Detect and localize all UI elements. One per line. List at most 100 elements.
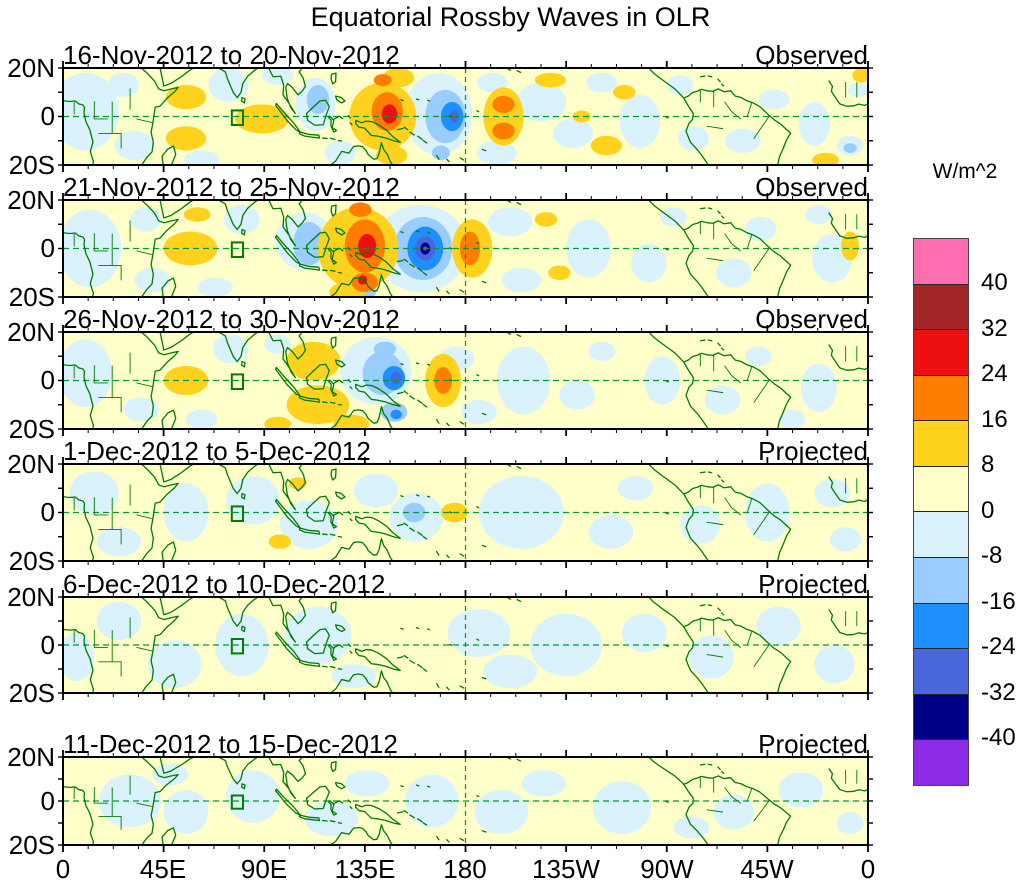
anomaly-blob: [235, 104, 289, 134]
anomaly-blob: [534, 72, 567, 88]
anomaly-blob: [353, 473, 399, 508]
panel-3-ylabel-20n: 20N: [7, 317, 55, 347]
index-region-box: [230, 373, 245, 390]
anomaly-blob: [836, 812, 864, 834]
anomaly-blob: [286, 341, 341, 381]
anomaly-blob: [841, 231, 860, 261]
anomaly-blob: [373, 341, 397, 357]
axis-ticks: [58, 325, 873, 436]
anomaly-blob: [586, 72, 618, 93]
anomaly-blob: [344, 770, 390, 797]
anomaly-blob: [390, 372, 402, 385]
anomaly-blob: [268, 534, 292, 549]
map-panel-5: [58, 590, 873, 700]
xtick-0b: 0: [860, 854, 876, 884]
panel-2-status-label: Observed: [755, 172, 868, 202]
anomaly-blob: [476, 140, 517, 165]
contour-fill-layer: [63, 464, 868, 561]
axis-ticks: [58, 590, 873, 700]
anomaly-blob: [501, 267, 542, 293]
anomaly-blob: [197, 277, 233, 297]
panel-3-date-range: 26-Nov-2012 to 30-Nov-2012: [63, 304, 400, 334]
anomaly-blob: [622, 613, 667, 653]
anomaly-blob: [358, 233, 377, 259]
anomaly-blob: [96, 527, 142, 557]
anomaly-blob: [689, 635, 734, 679]
anomaly-blob: [847, 82, 868, 98]
cbtick-24: 24: [981, 360, 1008, 387]
anomaly-blob: [592, 781, 652, 834]
anomaly-blob: [349, 202, 372, 217]
anomaly-blob: [613, 84, 636, 100]
anomaly-blob: [798, 101, 830, 146]
panel-6-status-label: Projected: [758, 729, 868, 759]
colorbar-unit-label: W/m^2: [932, 160, 998, 183]
xtick-90w: 90W: [640, 854, 694, 884]
anomaly-blob: [264, 416, 292, 429]
anomaly-blob: [588, 341, 616, 362]
anomaly-blob: [114, 131, 155, 161]
anomaly-blob: [306, 84, 330, 115]
contour-fill-layer: [63, 332, 868, 429]
anomaly-blob: [778, 409, 806, 429]
panel-1-ylabel-20n: 20N: [7, 53, 55, 83]
axis-ticks: [58, 193, 873, 304]
anomaly-blob: [677, 126, 710, 151]
cbtick-0: 0: [981, 497, 995, 524]
xtick-180: 180: [443, 854, 487, 884]
anomaly-blob: [492, 122, 515, 140]
anomaly-blob: [358, 275, 368, 285]
anomaly-blob: [534, 212, 558, 227]
anomaly-blob: [183, 207, 211, 222]
anomaly-blob: [431, 145, 450, 161]
xtick-135e: 135E: [334, 854, 396, 884]
anomaly-blob: [264, 334, 292, 354]
index-region-box: [230, 794, 245, 810]
anomaly-blob: [559, 380, 596, 410]
xtick-45e: 45E: [139, 854, 187, 884]
index-region-box: [230, 109, 245, 126]
anomaly-blob: [98, 774, 162, 828]
xtick-0a: 0: [55, 854, 71, 884]
panel-2-ylabel-20s: 20S: [8, 282, 55, 312]
axis-ticks: [58, 457, 873, 568]
anomaly-blob: [381, 104, 398, 124]
cbtick-m24: -24: [981, 633, 1016, 660]
panel-6-ylabel-eq: 0: [40, 786, 55, 816]
anomaly-blob: [130, 207, 162, 232]
anomaly-blob: [152, 763, 189, 786]
anomaly-blob: [147, 640, 202, 689]
panel-5-ylabel-20s: 20S: [8, 678, 55, 708]
panel-3-ylabel-20s: 20S: [8, 414, 55, 444]
panel-5-status-label: Projected: [758, 569, 868, 599]
panel-2-ylabel-eq: 0: [40, 233, 55, 263]
cbtick-16: 16: [981, 406, 1008, 433]
anomaly-blob: [331, 664, 377, 689]
axis-ticks: [58, 61, 873, 172]
cbtick-8: 8: [981, 451, 995, 478]
anomaly-blob: [107, 72, 140, 98]
cbtick-m8: -8: [981, 542, 1003, 569]
anomaly-blob: [572, 110, 591, 123]
anomaly-blob: [778, 772, 824, 808]
anomaly-blob: [630, 243, 667, 283]
anomaly-blob: [548, 265, 571, 281]
cbtick-m40: -40: [981, 724, 1016, 751]
colorbar-cell: [914, 602, 968, 649]
panel-2-date-range: 21-Nov-2012 to 25-Nov-2012: [63, 172, 400, 202]
anomaly-blob: [800, 363, 837, 413]
anomaly-blob: [814, 645, 855, 684]
panel-1-status-label: Observed: [755, 40, 868, 70]
anomaly-blob: [852, 68, 868, 83]
anomaly-blob: [673, 816, 710, 839]
panel-6-ylabel-20s: 20S: [8, 830, 55, 860]
anomaly-blob: [588, 514, 634, 549]
anomaly-blob: [63, 72, 119, 151]
anomaly-blob: [758, 89, 790, 110]
contour-fill-layer: [63, 597, 868, 693]
panel-3-status-label: Observed: [755, 304, 868, 334]
colorbar-cell: [914, 511, 968, 558]
anomaly-blob: [492, 95, 515, 113]
panel-6-date-range: 11-Dec-2012 to 15-Dec-2012: [63, 729, 398, 759]
figure-title: Equatorial Rossby Waves in OLR: [310, 2, 711, 32]
